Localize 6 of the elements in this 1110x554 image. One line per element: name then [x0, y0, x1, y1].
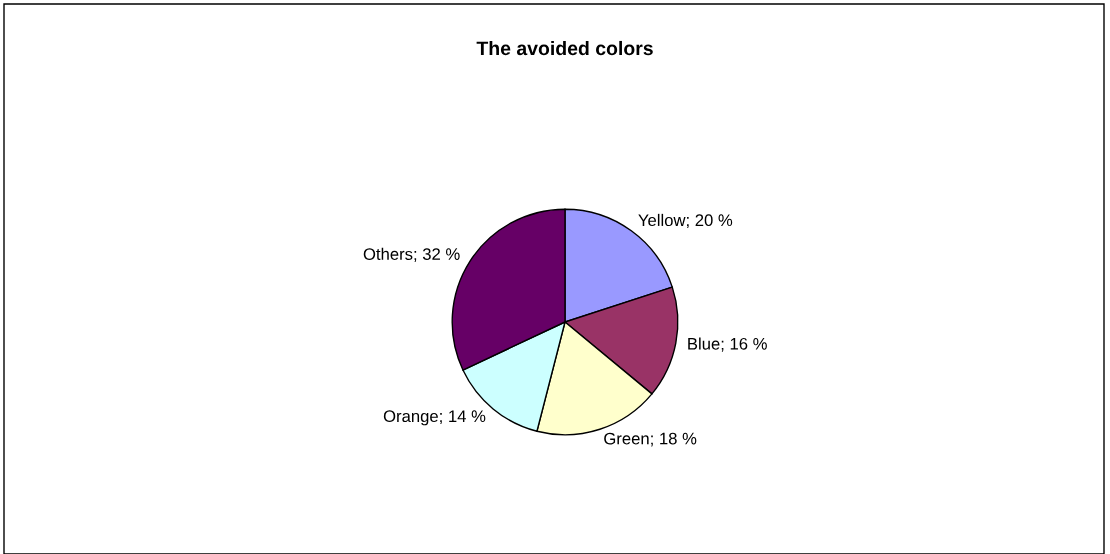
chart-title: The avoided colors: [476, 40, 653, 56]
slice-label: Green; 18 %: [604, 432, 697, 447]
slice-label: Orange; 14 %: [383, 410, 486, 426]
slice-label: Yellow; 20 %: [638, 213, 733, 229]
slice-label: Blue; 16 %: [688, 337, 767, 352]
slice-label: Others; 32 %: [363, 247, 460, 262]
